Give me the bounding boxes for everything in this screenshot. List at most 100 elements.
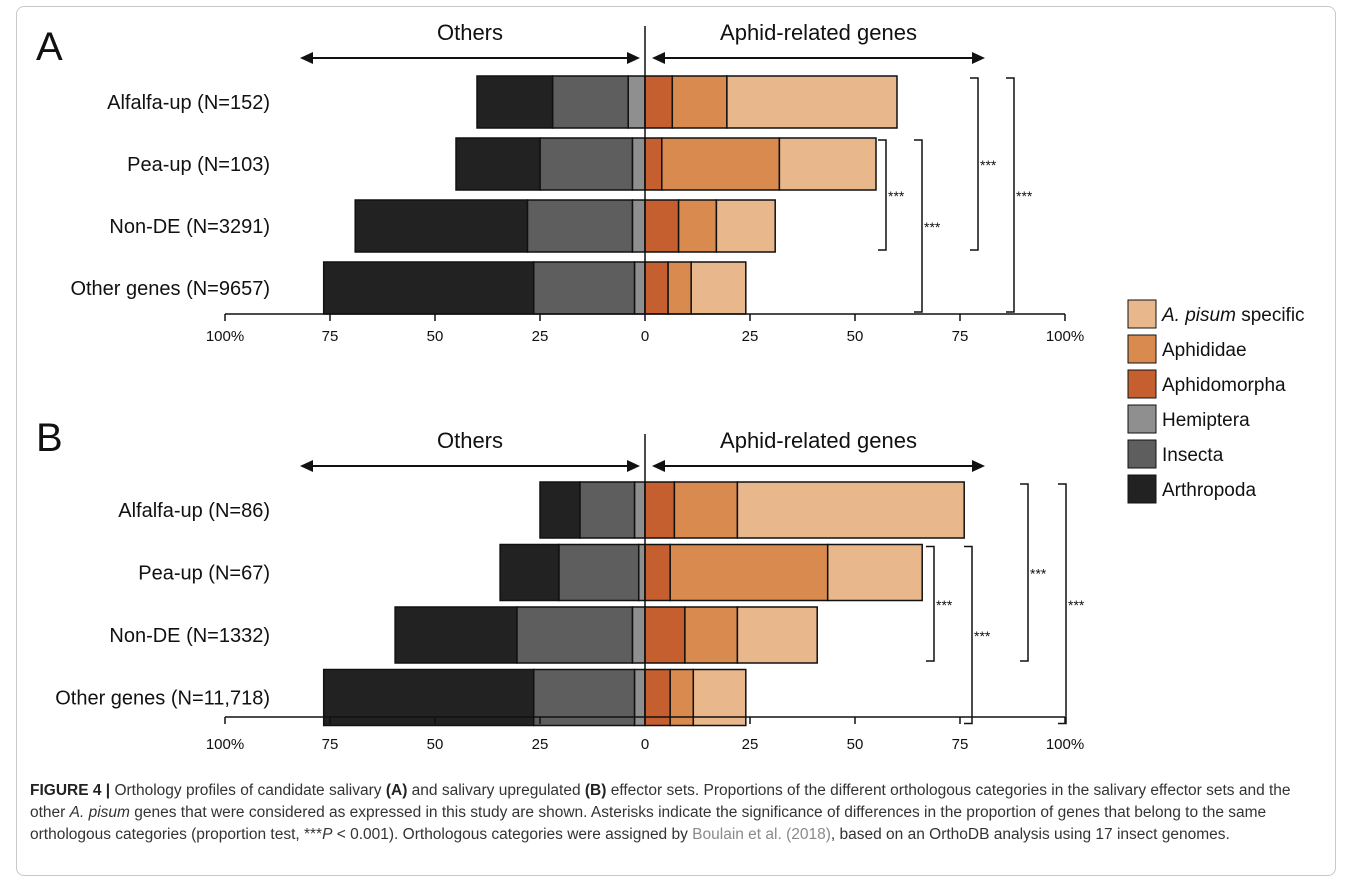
header-others: Others	[437, 428, 503, 453]
sig-label-0: ***	[936, 597, 953, 613]
caption-italic-species: A. pisum	[69, 804, 130, 821]
arrow-others-head-left	[300, 460, 313, 472]
bar-alfalfa-up-n-86-insecta	[579, 481, 636, 539]
bar-other-genes-n-9657-insecta	[532, 261, 636, 315]
bar-non-de-n-1332-arthropoda	[394, 606, 518, 664]
x-tick-label-3: 25	[532, 736, 549, 753]
sig-bracket-0	[878, 139, 887, 251]
x-tick-label-8: 100%	[1046, 736, 1084, 753]
caption-text-3: effector sets. Proportions of the differ…	[30, 782, 1291, 821]
x-tick-label-0: 100%	[206, 736, 244, 753]
x-tick-label-5: 25	[742, 328, 759, 345]
bar-non-de-n-1332-aphidomorpha	[644, 606, 686, 664]
x-tick-label-8: 100%	[1046, 328, 1084, 345]
sig-label-1: ***	[974, 628, 991, 644]
bar-pea-up-n-103-a-pisum-specific	[778, 137, 877, 191]
caption-bold-a: (A)	[385, 782, 408, 799]
category-label-other-genes-n-11-718: Other genes (N=11,718)	[55, 688, 270, 710]
legend-label-insecta: Insecta	[1162, 445, 1224, 466]
bar-alfalfa-up-n-152-aphidomorpha	[644, 75, 674, 129]
arrow-aphid-related-head-right	[972, 52, 985, 64]
legend-swatch-arthropoda	[1127, 474, 1157, 504]
sig-bracket-1	[964, 545, 973, 725]
bar-non-de-n-3291-insecta	[526, 199, 634, 253]
legend-swatch-a-pisum-specific	[1127, 299, 1157, 329]
bar-non-de-n-1332-insecta	[516, 606, 634, 664]
category-label-non-de-n-1332: Non-DE (N=1332)	[109, 625, 270, 647]
caption-text-1: Orthology profiles of candidate salivary	[110, 782, 386, 799]
legend-label-aphididae: Aphididae	[1162, 340, 1247, 361]
legend: A. pisum specific Aphididae Aphidomorpha He…	[1127, 299, 1305, 504]
category-label-pea-up-n-67: Pea-up (N=67)	[138, 563, 270, 585]
sig-bracket-3	[1006, 77, 1015, 313]
sig-label-1: ***	[924, 219, 941, 235]
bar-alfalfa-up-n-152-arthropoda	[476, 75, 554, 129]
legend-label-arthropoda: Arthropoda	[1162, 480, 1256, 501]
bar-alfalfa-up-n-86-a-pisum-specific	[736, 481, 965, 539]
bar-alfalfa-up-n-86-aphidomorpha	[644, 481, 676, 539]
legend-label-hemiptera: Hemiptera	[1162, 410, 1250, 431]
figure-frame	[16, 6, 1336, 876]
arrow-aphid-related-head-left	[652, 52, 665, 64]
caption-label: FIGURE 4 |	[30, 782, 111, 799]
bar-pea-up-n-67-aphididae	[669, 543, 829, 602]
x-tick-label-6: 50	[847, 328, 864, 345]
x-tick-label-0: 100%	[206, 328, 244, 345]
caption-bold-b: (B)	[584, 782, 607, 799]
legend-swatch-insecta	[1127, 439, 1157, 469]
sig-label-0: ***	[888, 188, 905, 204]
x-tick-label-7: 75	[952, 328, 969, 345]
sig-bracket-2	[970, 77, 979, 251]
panel-b: B Others Aphid-related genes Alfalfa-up (N=…	[36, 416, 1085, 753]
panel-a: A Others Aphid-related genes Alfalfa-up (N=…	[36, 20, 1084, 345]
bar-other-genes-n-11-718-insecta	[532, 668, 636, 727]
legend-label-a-pisum-specific: A. pisum specific	[1161, 305, 1305, 326]
arrow-aphid-related-head-right	[972, 460, 985, 472]
sig-bracket-2	[1020, 483, 1029, 662]
bar-pea-up-n-67-a-pisum-specific	[826, 543, 923, 602]
sig-label-2: ***	[980, 157, 997, 173]
x-tick-label-1: 75	[322, 328, 339, 345]
figure-caption: FIGURE 4 | Orthology profiles of candida…	[30, 780, 1320, 846]
bar-pea-up-n-67-arthropoda	[499, 543, 560, 602]
caption-text-6: , based on an OrthoDB analysis using 17 …	[830, 826, 1230, 843]
caption-reference-link[interactable]: Boulain et al. (2018)	[692, 826, 831, 843]
sig-bracket-1	[914, 139, 923, 313]
bar-alfalfa-up-n-86-arthropoda	[539, 481, 581, 539]
panel-letter-a: A	[36, 25, 63, 69]
x-tick-label-3: 25	[532, 328, 549, 345]
panel-letter-b: B	[36, 416, 63, 460]
x-tick-label-2: 50	[427, 736, 444, 753]
x-tick-label-4: 0	[641, 328, 649, 345]
arrow-others-head-right	[627, 52, 640, 64]
bar-other-genes-n-11-718-aphidomorpha	[644, 668, 671, 727]
sig-bracket-0	[926, 545, 935, 662]
header-aphid-related: Aphid-related genes	[720, 20, 917, 45]
bar-non-de-n-3291-a-pisum-specific	[715, 199, 776, 253]
caption-italic-p: P	[322, 826, 333, 843]
bar-non-de-n-1332-a-pisum-specific	[736, 606, 818, 664]
x-tick-label-6: 50	[847, 736, 864, 753]
bar-alfalfa-up-n-152-a-pisum-specific	[726, 75, 898, 129]
bar-alfalfa-up-n-152-aphididae	[671, 75, 728, 129]
category-label-pea-up-n-103: Pea-up (N=103)	[127, 154, 270, 176]
legend-swatch-aphididae	[1127, 334, 1157, 364]
caption-text-4: genes that were considered as expressed …	[30, 804, 1267, 843]
legend-label-aphidomorpha: Aphidomorpha	[1162, 375, 1286, 396]
bar-non-de-n-3291-arthropoda	[354, 199, 529, 253]
x-tick-label-2: 50	[427, 328, 444, 345]
sig-label-3: ***	[1068, 597, 1085, 613]
bar-non-de-n-3291-aphidomorpha	[644, 199, 680, 253]
header-aphid-related: Aphid-related genes	[720, 428, 917, 453]
x-tick-label-1: 75	[322, 736, 339, 753]
bar-alfalfa-up-n-86-aphididae	[673, 481, 739, 539]
category-label-non-de-n-3291: Non-DE (N=3291)	[109, 216, 270, 238]
arrow-others-head-left	[300, 52, 313, 64]
category-label-alfalfa-up-n-152: Alfalfa-up (N=152)	[107, 92, 270, 114]
category-label-other-genes-n-9657: Other genes (N=9657)	[70, 278, 270, 300]
bar-pea-up-n-103-insecta	[539, 137, 634, 191]
sig-bracket-3	[1058, 483, 1067, 725]
caption-text-2: and salivary upregulated	[407, 782, 585, 799]
sig-label-2: ***	[1030, 566, 1047, 582]
